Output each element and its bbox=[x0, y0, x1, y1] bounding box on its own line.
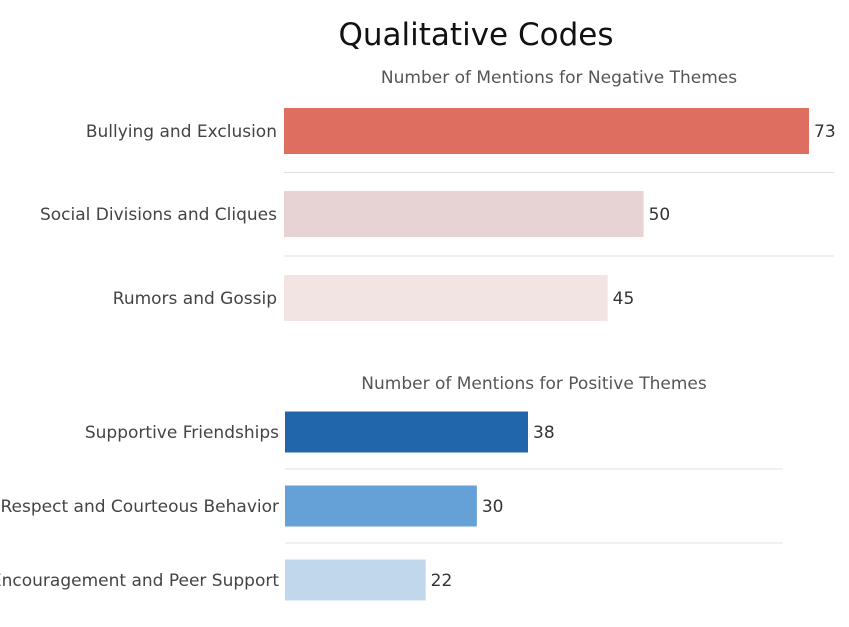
negative-themes-subtitle: Number of Mentions for Negative Themes bbox=[381, 68, 737, 88]
positive-value-label-1: 38 bbox=[533, 423, 555, 443]
positive-themes-subtitle: Number of Mentions for Positive Themes bbox=[361, 374, 707, 394]
positive-value-label-3: 22 bbox=[431, 571, 453, 591]
positive-bar-3 bbox=[285, 559, 426, 601]
negative-bar-1 bbox=[284, 108, 809, 154]
negative-value-label-1: 73 bbox=[814, 122, 836, 142]
positive-category-label-3: Encouragement and Peer Support bbox=[0, 571, 279, 591]
negative-bar-2 bbox=[284, 191, 644, 237]
positive-category-label-1: Supportive Friendships bbox=[85, 423, 279, 443]
positive-bar-2 bbox=[285, 485, 477, 527]
positive-category-label-2: Respect and Courteous Behavior bbox=[1, 497, 280, 517]
positive-value-label-2: 30 bbox=[482, 497, 504, 517]
negative-value-label-2: 50 bbox=[649, 205, 671, 225]
bar-marks: Bullying and Exclusion 73 Social Divisions… bbox=[0, 108, 836, 601]
negative-category-label-3: Rumors and Gossip bbox=[113, 289, 277, 309]
negative-value-label-3: 45 bbox=[613, 289, 635, 309]
positive-bar-1 bbox=[285, 411, 528, 453]
chart-title: Qualitative Codes bbox=[339, 17, 614, 53]
negative-category-label-2: Social Divisions and Cliques bbox=[40, 205, 277, 225]
negative-category-label-1: Bullying and Exclusion bbox=[86, 122, 277, 142]
negative-bar-3 bbox=[284, 275, 608, 321]
